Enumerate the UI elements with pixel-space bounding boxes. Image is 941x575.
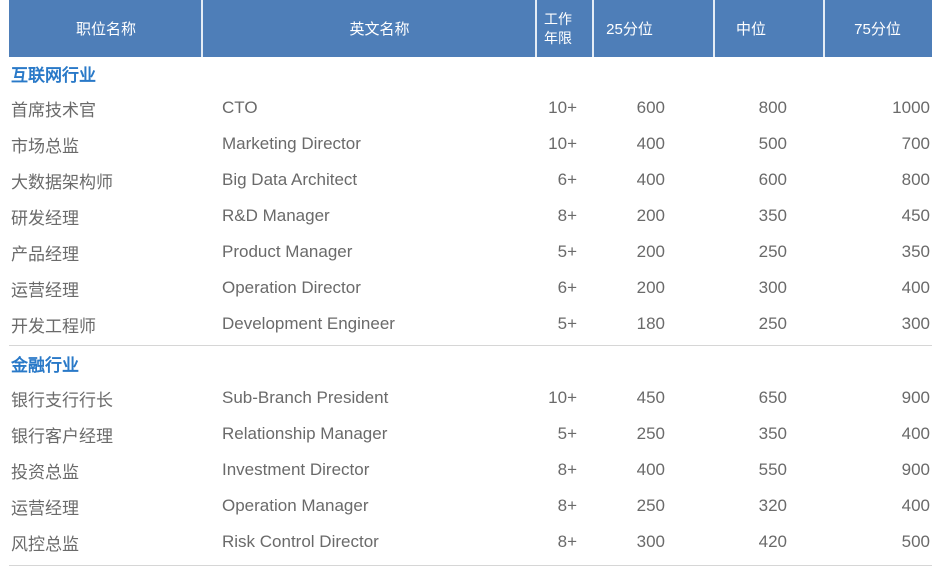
header-p25: 25分位 (592, 0, 713, 57)
cell-years: 8+ (557, 496, 577, 515)
cell-p75: 400 (901, 278, 930, 297)
cell-position-cn: 投资总监 (11, 462, 79, 482)
cell-p25: 400 (636, 460, 665, 479)
cell-position-en: Investment Director (222, 460, 370, 479)
cell-p75: 900 (901, 388, 930, 407)
cell-position-en: Operation Manager (222, 496, 369, 515)
salary-table: 职位名称 英文名称 工作年限 25分位 中位 75分位 互联网行业首席技术官 CT… (9, 0, 932, 566)
cell-median: 600 (758, 170, 787, 189)
table-row: 银行支行行长 Sub-Branch President 10+ 450 650 900 (9, 380, 932, 416)
cell-median: 500 (758, 134, 787, 153)
cell-p75: 400 (901, 424, 930, 443)
cell-years: 8+ (557, 532, 577, 551)
cell-median: 350 (758, 424, 787, 443)
cell-p25: 300 (636, 532, 665, 551)
cell-median: 320 (758, 496, 787, 515)
cell-position-cn: 运营经理 (11, 498, 79, 518)
cell-median: 250 (758, 242, 787, 261)
cell-p75: 1000 (892, 98, 930, 117)
header-years-label: 工作年限 (544, 11, 572, 46)
table-row: 市场总监 Marketing Director 10+ 400 500 700 (9, 126, 932, 162)
cell-p25: 450 (636, 388, 665, 407)
cell-position-cn: 开发工程师 (11, 316, 96, 336)
cell-years: 5+ (557, 424, 577, 443)
cell-median: 800 (758, 98, 787, 117)
table-row: 研发经理 R&D Manager 8+ 200 350 450 (9, 198, 932, 234)
table-row: 大数据架构师 Big Data Architect 6+ 400 600 800 (9, 162, 932, 198)
cell-p75: 500 (901, 532, 930, 551)
cell-position-cn: 市场总监 (11, 136, 79, 156)
cell-position-cn: 银行客户经理 (11, 426, 113, 446)
cell-years: 6+ (557, 278, 577, 297)
cell-position-cn: 产品经理 (11, 244, 79, 264)
cell-p25: 200 (636, 278, 665, 297)
cell-p75: 300 (901, 314, 930, 333)
cell-years: 5+ (557, 314, 577, 333)
table-bottom-border (9, 565, 932, 566)
cell-p75: 350 (901, 242, 930, 261)
table-row: 投资总监 Investment Director 8+ 400 550 900 (9, 452, 932, 488)
section-label: 金融行业 (11, 356, 79, 375)
header-years: 工作年限 (535, 0, 592, 57)
cell-years: 8+ (557, 206, 577, 225)
cell-p75: 450 (901, 206, 930, 225)
cell-years: 6+ (557, 170, 577, 189)
cell-p25: 200 (636, 242, 665, 261)
cell-median: 350 (758, 206, 787, 225)
cell-median: 250 (758, 314, 787, 333)
header-position-cn: 职位名称 (75, 21, 136, 38)
cell-position-cn: 银行支行行长 (11, 390, 113, 410)
cell-position-en: Product Manager (222, 242, 353, 261)
cell-median: 300 (758, 278, 787, 297)
cell-p25: 250 (636, 424, 665, 443)
cell-years: 5+ (557, 242, 577, 261)
cell-position-en: Big Data Architect (222, 170, 358, 189)
table-row: 首席技术官 CTO 10+ 600 800 1000 (9, 90, 932, 126)
section-divider (9, 345, 932, 346)
cell-median: 550 (758, 460, 787, 479)
cell-years: 10+ (548, 388, 577, 407)
cell-position-cn: 研发经理 (11, 208, 79, 228)
cell-position-cn: 运营经理 (11, 280, 79, 300)
cell-p75: 400 (901, 496, 930, 515)
table-row: 运营经理 Operation Manager 8+ 250 320 400 (9, 488, 932, 524)
cell-p25: 400 (636, 134, 665, 153)
cell-position-en: Risk Control Director (222, 532, 379, 551)
cell-position-cn: 风控总监 (11, 534, 79, 554)
cell-position-en: CTO (222, 98, 258, 117)
cell-position-en: R&D Manager (222, 206, 330, 225)
cell-position-en: Relationship Manager (222, 424, 388, 443)
cell-years: 10+ (548, 134, 577, 153)
table-row: 开发工程师 Development Engineer 5+ 180 250 300 (9, 306, 932, 342)
cell-p75: 900 (901, 460, 930, 479)
cell-position-cn: 首席技术官 (11, 100, 96, 120)
cell-p25: 400 (636, 170, 665, 189)
cell-median: 650 (758, 388, 787, 407)
table-row: 运营经理 Operation Director 6+ 200 300 400 (9, 270, 932, 306)
table-row: 风控总监 Risk Control Director 8+ 300 420 500 (9, 524, 932, 560)
table-row: 银行客户经理 Relationship Manager 5+ 250 350 400 (9, 416, 932, 452)
section-label: 互联网行业 (11, 66, 96, 85)
cell-position-en: Sub-Branch President (222, 388, 389, 407)
cell-years: 10+ (548, 98, 577, 117)
cell-position-en: Development Engineer (222, 314, 395, 333)
header-median: 中位 (713, 0, 823, 57)
table-row: 产品经理 Product Manager 5+ 200 250 350 (9, 234, 932, 270)
cell-p25: 600 (636, 98, 665, 117)
cell-position-en: Marketing Director (222, 134, 361, 153)
cell-position-en: Operation Director (222, 278, 361, 297)
header-p75: 75分位 (823, 0, 932, 57)
cell-p25: 250 (636, 496, 665, 515)
table-header-row: 职位名称 英文名称 工作年限 25分位 中位 75分位 (9, 0, 932, 57)
cell-p75: 800 (901, 170, 930, 189)
cell-p75: 700 (901, 134, 930, 153)
table-body: 互联网行业首席技术官 CTO 10+ 600 800 1000 市场总监 Marketing … (9, 57, 932, 560)
cell-p25: 180 (636, 314, 665, 333)
cell-median: 420 (758, 532, 787, 551)
header-position-en: 英文名称 (201, 0, 535, 57)
cell-p25: 200 (636, 206, 665, 225)
cell-years: 8+ (557, 460, 577, 479)
cell-position-cn: 大数据架构师 (11, 172, 113, 192)
